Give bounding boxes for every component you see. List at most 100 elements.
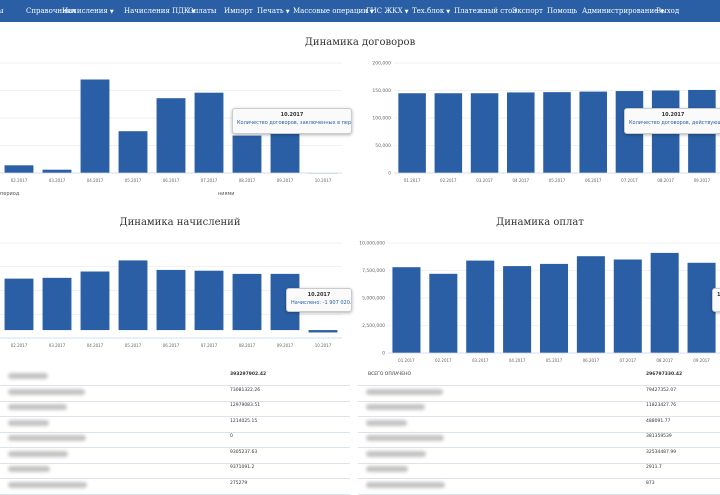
x-tick-label: 04.2017 (509, 358, 526, 363)
row-value: 12979083.51 (230, 403, 261, 408)
nav-item-label: ГИС ЖКХ (366, 7, 403, 15)
bar[interactable] (579, 91, 607, 173)
bar[interactable] (543, 92, 571, 173)
bar[interactable] (539, 263, 569, 353)
table-row: 1214025.15 (0, 417, 350, 433)
x-tick-label: 08.2017 (657, 178, 674, 183)
x-tick-label: 05.2017 (125, 178, 142, 183)
row-value: 296797330.42 (646, 372, 683, 377)
nav-item-6[interactable]: Печать ▼ (257, 0, 290, 22)
bar[interactable] (156, 98, 186, 173)
bar[interactable] (194, 92, 224, 173)
tooltip-title: 10.2017 (280, 112, 304, 118)
caret-down-icon: ▼ (446, 9, 451, 15)
bar[interactable] (392, 267, 421, 353)
nav-item-1[interactable]: Справочники (26, 0, 76, 22)
nav-item-label: Экспорт (512, 7, 543, 15)
row-value: 873 (646, 480, 655, 486)
bar[interactable] (398, 93, 426, 173)
bar[interactable] (4, 165, 34, 173)
caret-down-icon: ▼ (109, 9, 114, 15)
nav-item-7[interactable]: Массовые операции ▼ (293, 0, 374, 22)
row-value: 11823427.76 (646, 403, 677, 408)
x-tick-label: 08.2017 (656, 358, 673, 363)
redacted-label (366, 404, 425, 410)
nav-item-label: Администрирование (582, 7, 659, 15)
bar[interactable] (613, 259, 642, 354)
bar[interactable] (503, 266, 532, 353)
nav-item-5[interactable]: Импорт (224, 0, 253, 22)
x-tick-label: 01.2017 (398, 358, 415, 363)
bar[interactable] (118, 131, 148, 173)
bar[interactable] (308, 330, 338, 333)
caret-down-icon: ▼ (369, 9, 374, 15)
bar[interactable] (194, 270, 224, 331)
bar[interactable] (232, 273, 262, 331)
nav-item-14[interactable]: Выход (656, 0, 679, 22)
caret-down-icon: ▼ (191, 9, 196, 15)
nav-item-13[interactable]: Администрирование ▼ (582, 0, 664, 22)
bar[interactable] (156, 269, 186, 331)
charges-title: Динамика начислений (119, 217, 241, 228)
redacted-label (366, 435, 444, 441)
y-tick-label: 200,000 (372, 61, 391, 67)
bar[interactable] (466, 260, 495, 353)
x-tick-label: 02.2017 (440, 178, 457, 183)
row-value: 488091.77 (646, 418, 671, 424)
row-label: ВСЕГО ОПЛАЧЕНО (368, 372, 412, 377)
chart-svg: 0 50,000 100,000 150,000 200,000 01.2017 02.20… (372, 61, 720, 183)
bar[interactable] (434, 93, 463, 173)
bar[interactable] (470, 93, 499, 173)
x-tick-label: 05.2017 (125, 343, 142, 348)
table-row: 9305237.63 (0, 448, 350, 464)
nav-item-3[interactable]: Начисления ПДК ▼ (124, 0, 195, 22)
nav-item-12[interactable]: Помощь (547, 0, 577, 22)
chart-tooltip: 10.2017 Количество договоров, заключенных… (232, 108, 352, 134)
bar[interactable] (576, 256, 605, 353)
nav-item-11[interactable]: Экспорт (512, 0, 543, 22)
nav-item-10[interactable]: Платежный стол (454, 0, 517, 22)
y-tick-label: 50,000 (375, 143, 391, 149)
bar[interactable] (429, 273, 458, 353)
bar[interactable] (232, 135, 262, 173)
bar[interactable] (80, 79, 110, 174)
nav-item-8[interactable]: ГИС ЖКХ ▼ (366, 0, 408, 22)
nav-item-label: Импорт (224, 7, 253, 15)
bar[interactable] (4, 278, 34, 331)
bar[interactable] (687, 262, 716, 353)
table-row: 79427352.07 (358, 386, 720, 402)
table-row: 11823427.76 (358, 401, 720, 417)
nav-item-2[interactable]: Начисления ▼ (62, 0, 114, 22)
bar[interactable] (118, 260, 148, 331)
x-tick-label: 02.2017 (435, 358, 452, 363)
x-tick-label: 07.2017 (621, 178, 638, 183)
bar[interactable] (507, 92, 535, 173)
bar[interactable] (80, 271, 110, 331)
contracts-new-chart: 02.2017 03.2017 04.2017 05.2017 06.2017 07.20… (0, 55, 352, 190)
chart-svg: 0 2,500,000 5,000,000 7,500,000 10,000,000 01… (359, 241, 720, 363)
x-tick-label: 04.2017 (513, 178, 530, 183)
y-tick-label: 7,500,000 (362, 268, 385, 274)
chart-tooltip: 10.2017 Начислено: -1 907 020.39 (286, 288, 352, 312)
redacted-label (8, 435, 86, 441)
tooltip-value: Количество договоров, заключенных в пери… (237, 120, 352, 126)
table-row: 873 (358, 479, 720, 495)
tooltip-value: Количество договоров, действующих на к (629, 120, 720, 126)
bar[interactable] (42, 169, 72, 173)
x-tick-label: 08.2017 (239, 343, 256, 348)
x-tick-label: 04.2017 (87, 178, 104, 183)
bar[interactable] (270, 127, 300, 173)
row-value: 79427352.07 (646, 387, 677, 393)
bar[interactable] (650, 252, 679, 353)
nav-item-9[interactable]: Тех.блок ▼ (412, 0, 450, 22)
bar[interactable] (42, 277, 72, 331)
nav-item-label: Тех.блок (412, 7, 445, 15)
x-tick-label: 04.2017 (87, 343, 104, 348)
nav-item-0[interactable]: ты (0, 0, 3, 22)
table-row: 0 (0, 432, 350, 448)
redacted-label (8, 404, 67, 410)
nav-item-4[interactable]: Оплаты (188, 0, 216, 22)
row-value: 393297902.42 (230, 372, 267, 377)
nav-item-label: ты (0, 7, 4, 15)
